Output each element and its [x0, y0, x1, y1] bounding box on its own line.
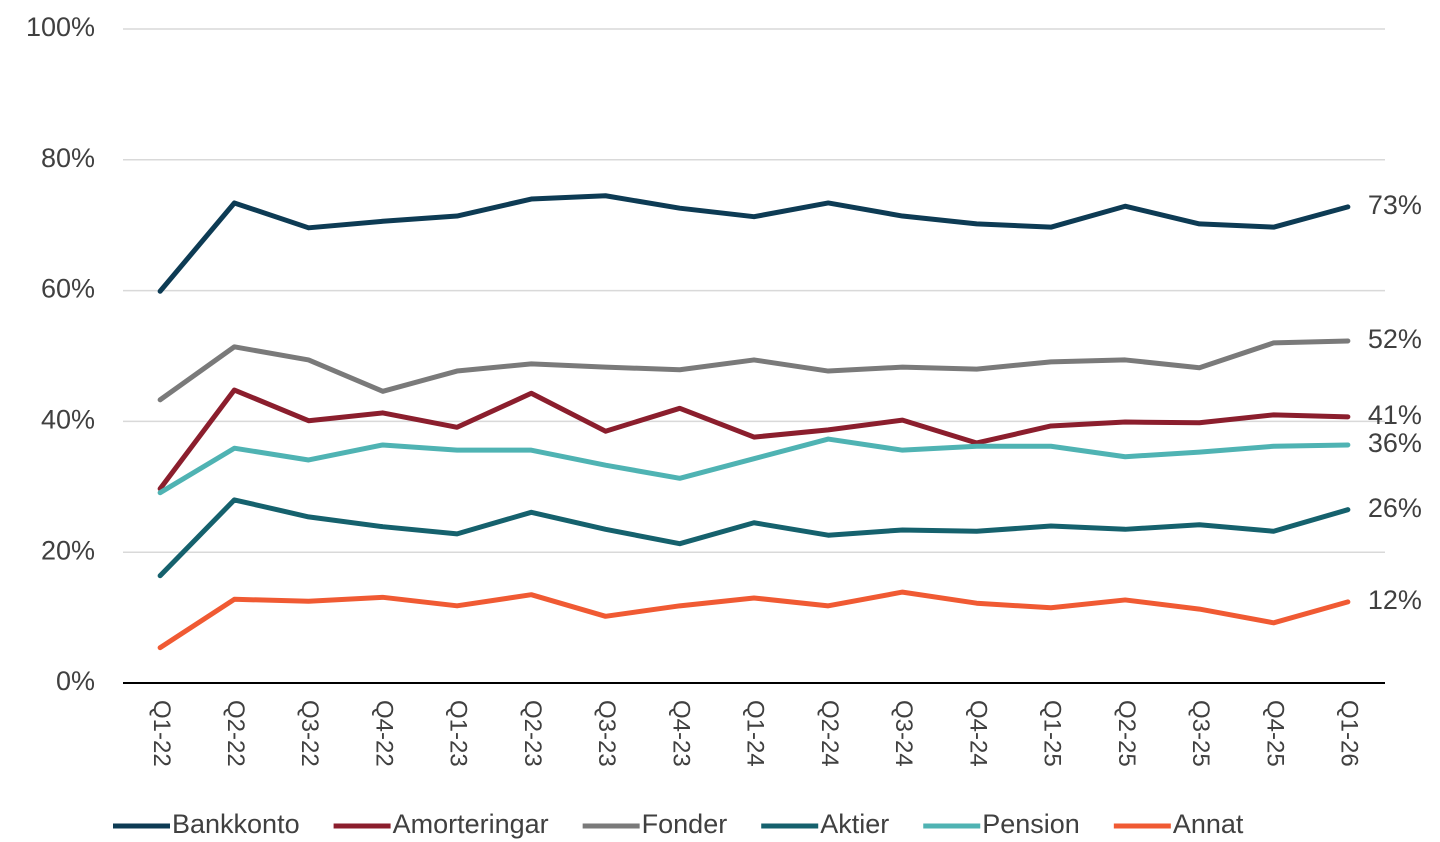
y-tick-label: 40% — [41, 405, 95, 435]
series-line — [157, 589, 1351, 651]
x-tick-label: Q4-22 — [370, 700, 397, 767]
series-line — [157, 387, 1351, 492]
data-label: 26% — [1368, 493, 1422, 523]
x-tick-label: Q3-22 — [296, 700, 323, 767]
x-tick-label: Q1-24 — [742, 700, 769, 767]
series-line — [157, 497, 1351, 579]
x-tick-label: Q2-23 — [519, 700, 546, 767]
legend-label: Fonder — [642, 809, 728, 839]
x-tick-label: Q1-23 — [445, 700, 472, 767]
x-tick-label: Q4-23 — [667, 700, 694, 767]
legend-label: Bankkonto — [172, 809, 300, 839]
x-tick-label: Q3-25 — [1187, 700, 1214, 767]
x-tick-label: Q1-22 — [148, 700, 175, 767]
x-tick-label: Q3-24 — [890, 700, 917, 767]
data-label: 41% — [1368, 400, 1422, 430]
legend-label: Pension — [982, 809, 1080, 839]
x-tick-label: Q1-26 — [1336, 700, 1363, 767]
x-tick-label: Q4-25 — [1261, 700, 1288, 767]
y-tick-label: 80% — [41, 143, 95, 173]
x-tick-label: Q1-25 — [1039, 700, 1066, 767]
x-tick-label: Q4-24 — [964, 700, 991, 767]
legend-label: Amorteringar — [393, 809, 549, 839]
data-label: 12% — [1368, 585, 1422, 615]
x-tick-label: Q2-22 — [222, 700, 249, 767]
data-label: 36% — [1368, 428, 1422, 458]
y-tick-label: 100% — [26, 12, 95, 42]
data-label: 73% — [1368, 190, 1422, 220]
series-line — [157, 338, 1351, 403]
y-tick-label: 20% — [41, 535, 95, 565]
x-tick-label: Q2-25 — [1113, 700, 1140, 767]
data-label: 52% — [1368, 324, 1422, 354]
y-tick-label: 60% — [41, 274, 95, 304]
series-line — [157, 436, 1351, 496]
series-line — [157, 193, 1351, 294]
x-tick-label: Q3-23 — [593, 700, 620, 767]
legend-label: Annat — [1173, 809, 1244, 839]
legend-label: Aktier — [820, 809, 889, 839]
y-tick-label: 0% — [56, 666, 95, 696]
x-tick-label: Q2-24 — [816, 700, 843, 767]
